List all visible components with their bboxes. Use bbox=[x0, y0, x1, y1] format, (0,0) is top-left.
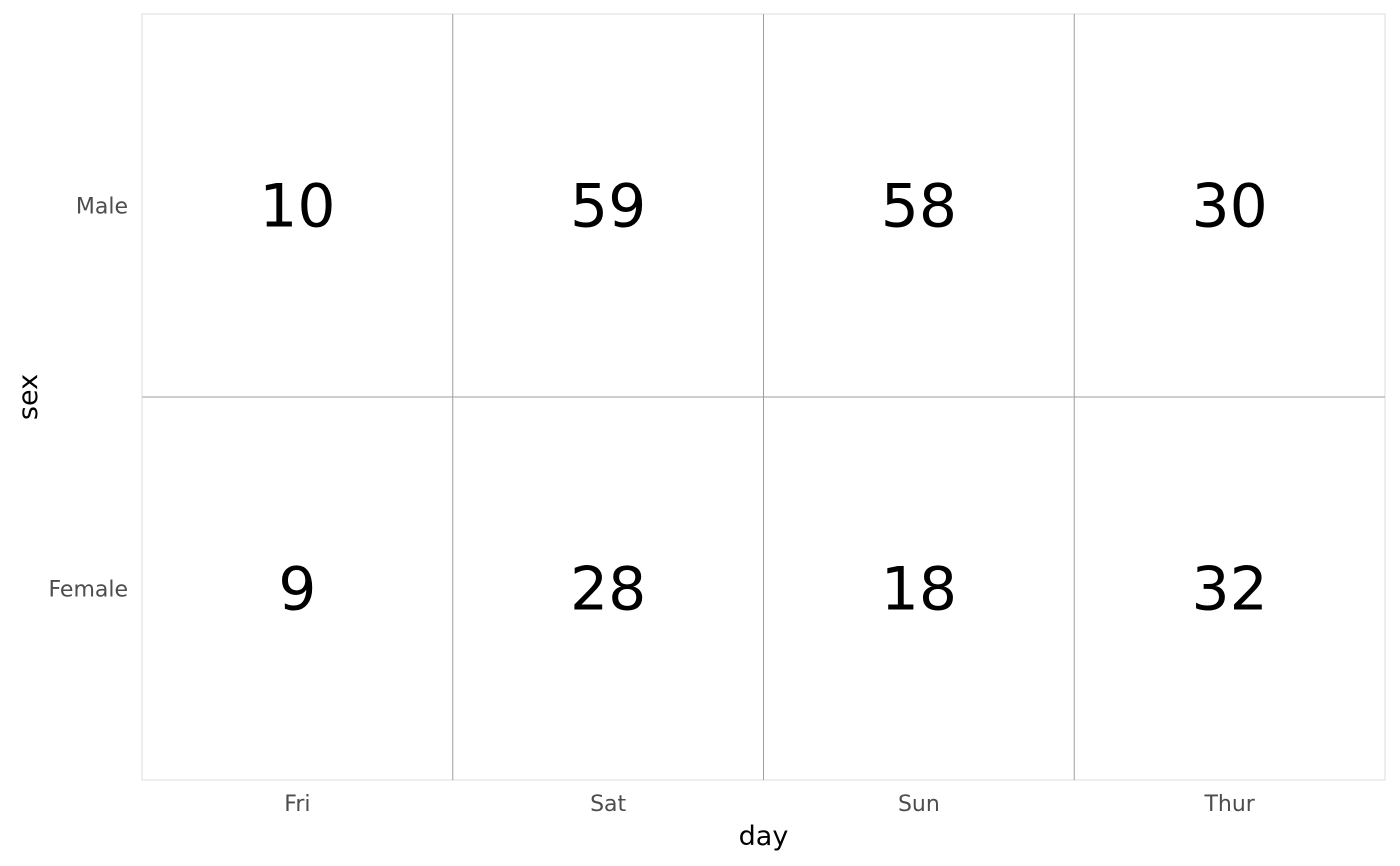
grid-lines bbox=[142, 14, 1385, 780]
cell-value: 28 bbox=[570, 555, 646, 625]
x-tick-label: Sun bbox=[898, 792, 940, 817]
x-axis-title: day bbox=[739, 821, 789, 852]
cell-value: 30 bbox=[1191, 172, 1267, 242]
x-tick-label: Sat bbox=[590, 792, 626, 817]
y-tick-label: Female bbox=[48, 578, 128, 603]
cell-values: 10 59 58 30 9 28 18 32 bbox=[259, 172, 1268, 625]
cell-value: 9 bbox=[278, 555, 316, 625]
x-axis-ticks: Fri Sat Sun Thur bbox=[284, 792, 1255, 817]
x-tick-label: Thur bbox=[1203, 792, 1255, 817]
y-axis-title: sex bbox=[13, 374, 44, 420]
y-tick-label: Male bbox=[76, 195, 128, 220]
x-tick-label: Fri bbox=[284, 792, 310, 817]
cell-value: 58 bbox=[881, 172, 957, 242]
cell-value: 18 bbox=[881, 555, 957, 625]
y-axis-ticks: Male Female bbox=[48, 195, 128, 603]
cell-value: 59 bbox=[570, 172, 646, 242]
cell-value: 32 bbox=[1191, 555, 1267, 625]
cell-value: 10 bbox=[259, 172, 335, 242]
